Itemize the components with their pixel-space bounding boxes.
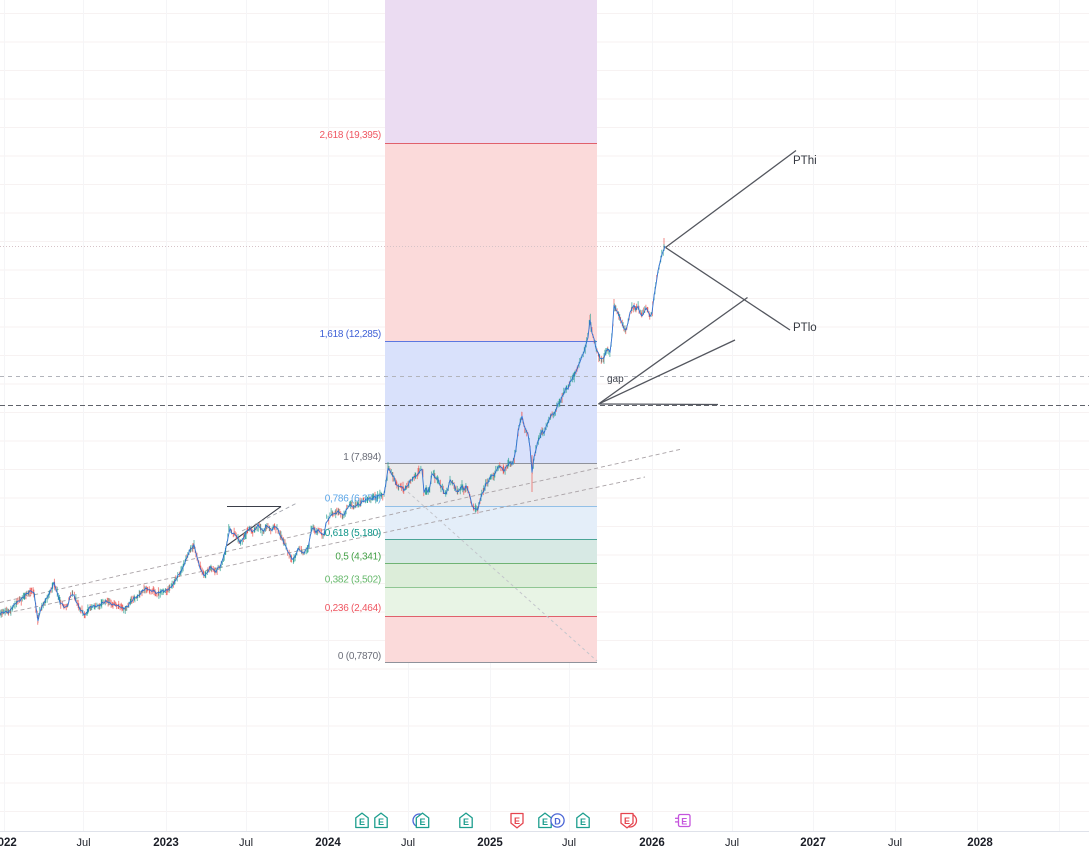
svg-text:E: E xyxy=(359,817,365,827)
svg-text:Jul: Jul xyxy=(725,837,739,849)
svg-text:PThi: PThi xyxy=(793,155,817,167)
svg-text:Jul: Jul xyxy=(239,837,253,849)
svg-text:0,236 (2,464): 0,236 (2,464) xyxy=(325,603,381,614)
svg-text:E: E xyxy=(542,817,548,827)
svg-text:E: E xyxy=(378,817,384,827)
svg-text:0,786 (6,374): 0,786 (6,374) xyxy=(325,494,381,505)
svg-text:2023: 2023 xyxy=(153,837,179,849)
svg-text:1,618 (12,285): 1,618 (12,285) xyxy=(319,329,381,340)
svg-text:0,618 (5,180): 0,618 (5,180) xyxy=(325,528,381,539)
svg-text:E: E xyxy=(624,816,630,826)
svg-text:Jul: Jul xyxy=(562,837,576,849)
svg-text:E: E xyxy=(580,817,586,827)
svg-text:Jul: Jul xyxy=(401,837,415,849)
svg-text:E: E xyxy=(463,817,469,827)
svg-text:Jul: Jul xyxy=(888,837,902,849)
svg-text:2024: 2024 xyxy=(315,837,341,849)
svg-text:0,382 (3,502): 0,382 (3,502) xyxy=(325,575,381,586)
svg-text:1 (7,894): 1 (7,894) xyxy=(343,452,381,463)
svg-text:2027: 2027 xyxy=(800,837,826,849)
svg-text:D: D xyxy=(554,816,561,826)
svg-text:0 (0,7870): 0 (0,7870) xyxy=(338,651,381,662)
svg-text:2,618 (19,395): 2,618 (19,395) xyxy=(319,130,381,141)
svg-text:E: E xyxy=(419,817,425,827)
svg-text:2028: 2028 xyxy=(967,837,993,849)
svg-text:0,5 (4,341): 0,5 (4,341) xyxy=(335,552,381,563)
svg-text:E: E xyxy=(514,816,520,826)
svg-text:PTlo: PTlo xyxy=(793,322,817,334)
svg-text:2022: 2022 xyxy=(0,837,17,849)
svg-text:E: E xyxy=(681,816,687,826)
svg-text:2025: 2025 xyxy=(477,837,503,849)
svg-text:2026: 2026 xyxy=(639,837,665,849)
svg-text:Jul: Jul xyxy=(76,837,90,849)
svg-text:gap: gap xyxy=(607,374,624,385)
